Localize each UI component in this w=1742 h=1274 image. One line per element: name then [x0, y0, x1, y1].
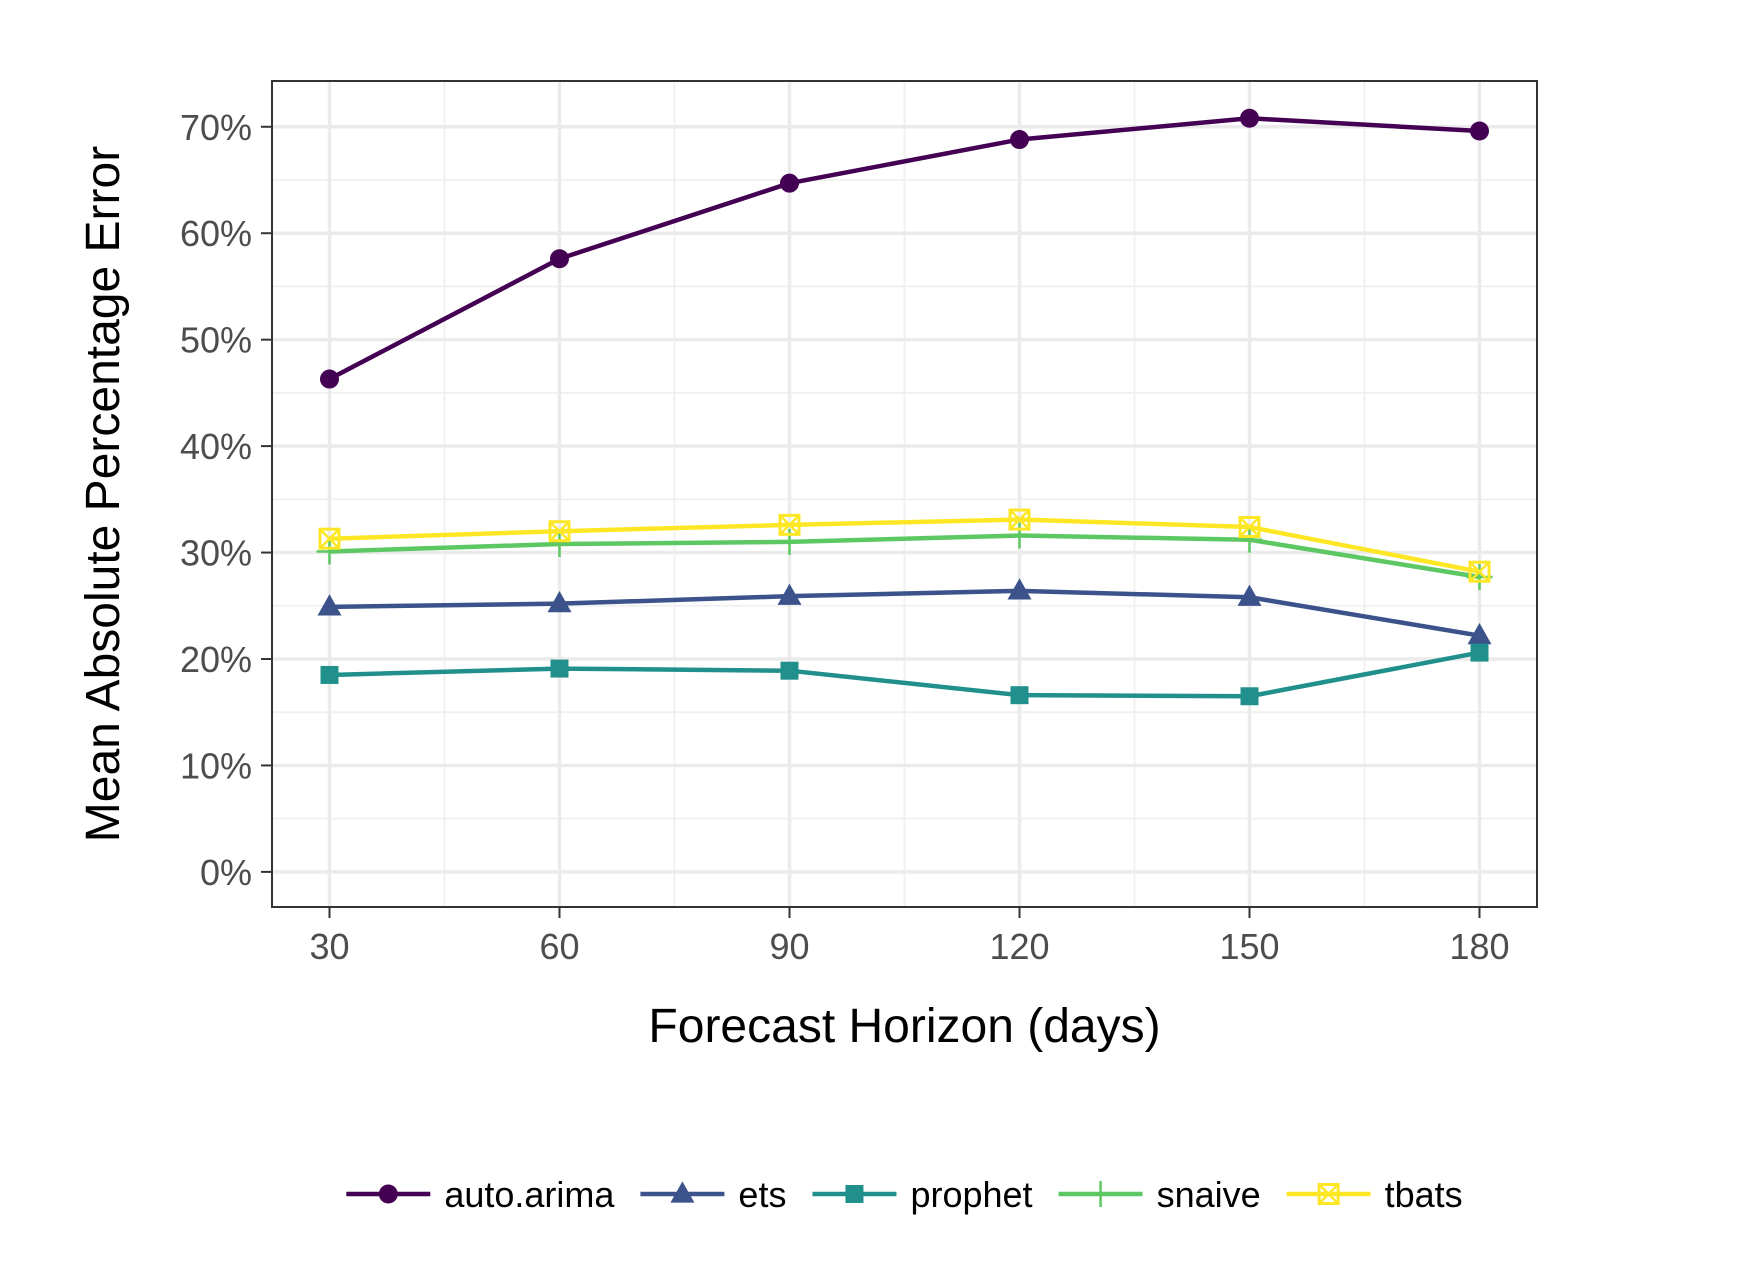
legend-item-tbats: tbats — [1286, 1174, 1463, 1215]
y-tick-label: 40% — [180, 426, 252, 467]
x-tick-label: 90 — [769, 926, 809, 967]
data-point-ets — [777, 583, 802, 605]
x-tick-label: 60 — [539, 926, 579, 967]
y-tick-label: 60% — [180, 213, 252, 254]
legend-key-marker — [378, 1184, 398, 1204]
y-axis: 0% 10% 20% 30% 40% 50% 60% 70% — [180, 107, 272, 893]
data-point-snaive — [1006, 522, 1033, 549]
series-prophet — [320, 643, 1489, 706]
data-point-ets — [317, 594, 342, 616]
data-point-prophet — [1240, 687, 1259, 706]
data-point-tbats — [1008, 508, 1031, 531]
panel-border — [271, 80, 1538, 908]
legend-item-prophet: prophet — [812, 1174, 1033, 1215]
y-tick-label: 0% — [200, 852, 252, 893]
legend: auto.arima ets prophet snaive tbats — [346, 1174, 1463, 1215]
data-point-prophet — [320, 665, 339, 684]
series-layer — [316, 108, 1493, 706]
legend-label: auto.arima — [444, 1174, 615, 1215]
data-point-ets — [547, 591, 572, 613]
x-tick-label: 30 — [309, 926, 349, 967]
data-point-tbats — [778, 513, 801, 536]
data-point-tbats — [1238, 515, 1261, 538]
series-line-ets — [329, 588, 1480, 638]
y-tick-label: 20% — [180, 639, 252, 680]
y-tick-label: 30% — [180, 533, 252, 574]
data-point-auto-arima — [550, 249, 569, 269]
data-point-tbats — [548, 520, 571, 543]
y-tick-label: 50% — [180, 320, 252, 361]
data-point-snaive — [316, 538, 343, 565]
x-tick-label: 120 — [989, 926, 1049, 967]
legend-label: snaive — [1157, 1174, 1261, 1215]
data-point-tbats — [1468, 560, 1491, 583]
data-point-ets — [1467, 622, 1492, 645]
y-tick-label: 70% — [180, 107, 252, 148]
series-line-prophet — [329, 650, 1480, 699]
legend-key-marker — [845, 1185, 864, 1203]
legend-label: ets — [738, 1174, 786, 1215]
legend-item-auto-arima: auto.arima — [346, 1174, 615, 1215]
y-axis-title: Mean Absolute Percentage Error — [77, 146, 130, 842]
legend-item-snaive: snaive — [1058, 1174, 1261, 1215]
data-point-auto-arima — [780, 173, 799, 193]
series-line-snaive — [329, 533, 1480, 580]
legend-key-marker — [670, 1181, 695, 1203]
legend-label: prophet — [910, 1174, 1032, 1215]
x-tick-label: 150 — [1219, 926, 1279, 967]
legend-label: tbats — [1385, 1174, 1463, 1215]
data-point-prophet — [780, 661, 799, 680]
series-line-tbats — [329, 517, 1480, 574]
series-line-auto-arima — [328, 116, 1480, 382]
series-tbats — [318, 508, 1491, 583]
data-point-auto-arima — [320, 369, 339, 389]
data-point-auto-arima — [1470, 121, 1489, 141]
legend-item-ets: ets — [640, 1174, 786, 1215]
data-point-prophet — [1010, 686, 1029, 705]
legend-key-marker — [1087, 1181, 1114, 1207]
series-ets — [317, 578, 1492, 645]
data-point-ets — [1237, 584, 1262, 606]
y-tick-label: 10% — [180, 745, 252, 786]
data-point-snaive — [1236, 526, 1263, 553]
data-point-prophet — [550, 659, 569, 678]
data-point-snaive — [546, 531, 573, 558]
x-tick-label: 180 — [1449, 926, 1509, 967]
series-auto-arima — [320, 108, 1489, 389]
x-axis: 30 60 90 120 150 180 — [309, 907, 1510, 967]
x-axis-title: Forecast Horizon (days) — [648, 1000, 1160, 1053]
grid-minor — [272, 81, 1537, 907]
data-point-auto-arima — [1010, 130, 1029, 150]
data-point-prophet — [1470, 643, 1489, 662]
data-point-ets — [1007, 578, 1032, 600]
data-point-auto-arima — [1240, 108, 1259, 128]
legend-key-marker — [1317, 1183, 1340, 1205]
data-point-tbats — [318, 527, 341, 550]
grid-major — [272, 81, 1537, 907]
